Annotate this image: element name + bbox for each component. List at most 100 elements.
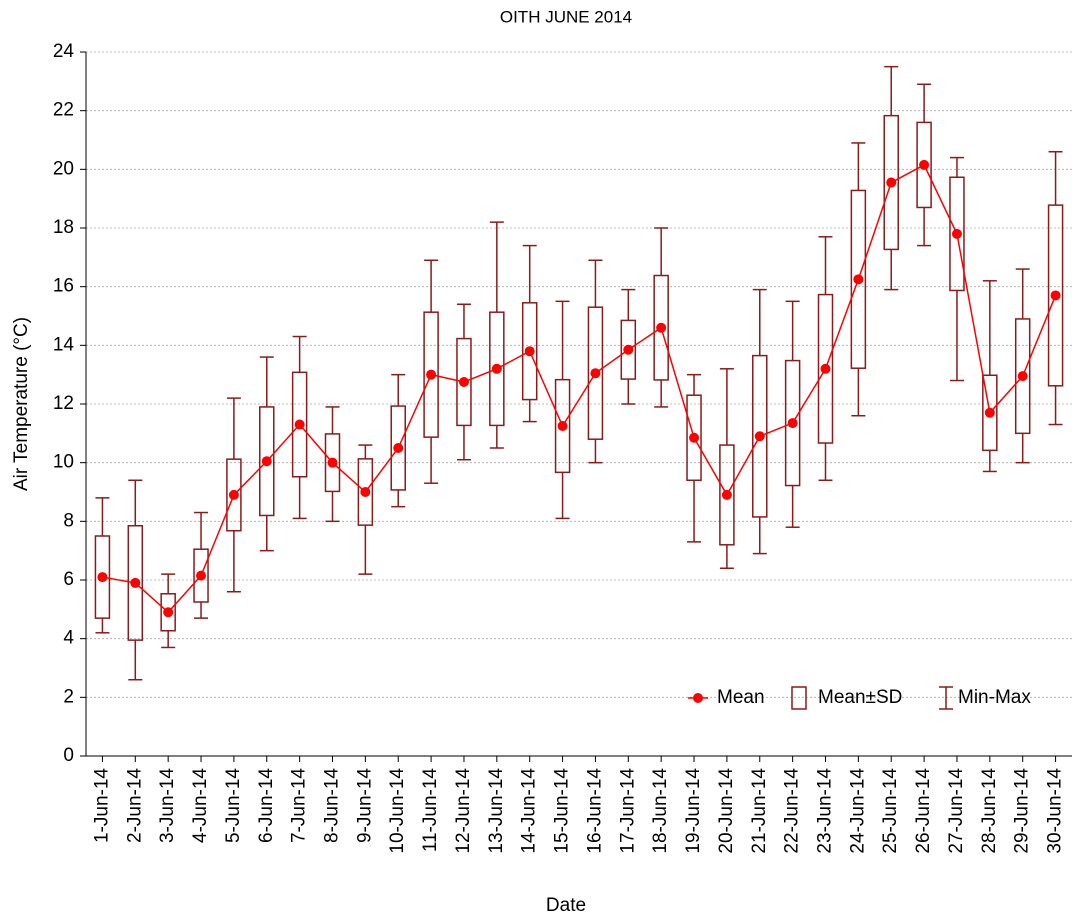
sd-box xyxy=(357,458,374,526)
x-axis-label: Date xyxy=(546,895,586,916)
sd-box xyxy=(752,354,768,518)
sd-box xyxy=(916,121,932,209)
x-tick-label: 3-Jun-14 xyxy=(157,768,178,843)
mean-dot xyxy=(886,177,897,188)
x-tick-label: 18-Jun-14 xyxy=(650,768,671,854)
sd-box xyxy=(883,114,899,251)
x-tick-label: 12-Jun-14 xyxy=(453,768,474,854)
mean-dot xyxy=(327,457,338,468)
sd-box xyxy=(554,378,571,474)
x-tick-label: 27-Jun-14 xyxy=(946,768,967,854)
mean-dot xyxy=(360,487,371,497)
mean-dot xyxy=(491,363,502,374)
sd-box xyxy=(390,405,406,491)
x-tick-label: 28-Jun-14 xyxy=(979,768,1000,854)
mean-dot xyxy=(557,421,568,431)
x-tick-label: 7-Jun-14 xyxy=(289,768,310,843)
x-tick-label: 17-Jun-14 xyxy=(617,768,638,854)
y-tick-label: 8 xyxy=(63,510,74,531)
sd-box xyxy=(850,189,867,369)
x-tick-label: 24-Jun-14 xyxy=(847,768,868,854)
legend-label: Mean±SD xyxy=(818,687,902,708)
sd-box xyxy=(423,311,439,438)
x-tick-label: 9-Jun-14 xyxy=(354,768,375,843)
x-tick-label: 23-Jun-14 xyxy=(815,768,836,854)
y-tick-label: 18 xyxy=(53,217,74,238)
x-tick-label: 10-Jun-14 xyxy=(387,768,408,854)
x-tick-label: 13-Jun-14 xyxy=(486,768,507,854)
sd-box xyxy=(226,458,242,532)
sd-box xyxy=(127,524,144,641)
mean-dot xyxy=(97,572,108,583)
y-tick-label: 0 xyxy=(63,745,74,766)
sd-box xyxy=(1014,318,1031,435)
mean-dot xyxy=(656,322,667,333)
sd-box xyxy=(1047,204,1064,387)
x-tick-label: 19-Jun-14 xyxy=(683,768,704,854)
x-tick-label: 26-Jun-14 xyxy=(913,768,934,854)
sd-box xyxy=(686,394,702,482)
sd-box xyxy=(160,593,176,632)
mean-line xyxy=(102,163,1057,614)
y-tick-label: 10 xyxy=(53,452,74,473)
mean-dot xyxy=(426,369,437,380)
mean-dot xyxy=(820,363,831,374)
x-tick-label: 2-Jun-14 xyxy=(124,768,145,843)
x-tick-label: 30-Jun-14 xyxy=(1045,768,1066,854)
sd-box xyxy=(653,274,669,381)
x-tick-label: 4-Jun-14 xyxy=(190,768,211,843)
x-tick-label: 20-Jun-14 xyxy=(716,768,737,854)
x-tick-label: 15-Jun-14 xyxy=(552,768,573,854)
y-tick-label: 20 xyxy=(53,158,74,179)
sd-box xyxy=(94,535,111,619)
x-tick-label: 1-Jun-14 xyxy=(91,768,112,843)
mean-dot xyxy=(1017,371,1028,382)
mean-dot xyxy=(919,159,930,170)
x-tick-label: 5-Jun-14 xyxy=(223,768,244,843)
sd-box xyxy=(291,371,308,478)
sd-box xyxy=(620,319,637,380)
legend-label: Mean xyxy=(717,687,765,708)
sd-box xyxy=(719,444,735,546)
mean-dot xyxy=(754,431,765,442)
x-tick-label: 6-Jun-14 xyxy=(256,768,277,843)
sd-box xyxy=(259,406,275,517)
sd-box xyxy=(456,337,472,427)
y-tick-label: 2 xyxy=(63,686,74,707)
y-tick-label: 14 xyxy=(53,334,75,355)
x-tick-label: 25-Jun-14 xyxy=(880,768,901,854)
x-tick-label: 29-Jun-14 xyxy=(1012,768,1033,854)
y-tick-label: 6 xyxy=(63,569,74,590)
sd-box xyxy=(521,302,538,401)
mean-dot xyxy=(294,419,305,430)
y-tick-label: 12 xyxy=(53,393,74,414)
mean-dot xyxy=(261,456,272,467)
mean-dot xyxy=(163,607,174,618)
y-tick-label: 4 xyxy=(63,628,74,649)
chart-title: OITH JUNE 2014 xyxy=(500,7,632,26)
mean-dot xyxy=(984,407,995,418)
sd-box xyxy=(982,374,998,452)
mean-dot xyxy=(130,577,141,588)
sd-box xyxy=(324,433,341,493)
legend-mean-dot xyxy=(693,693,703,703)
legend-box xyxy=(791,686,807,710)
mean-dot xyxy=(228,489,239,500)
x-tick-label: 11-Jun-14 xyxy=(420,768,441,853)
y-tick-label: 22 xyxy=(53,100,74,121)
sd-box xyxy=(193,548,209,603)
mean-dot xyxy=(853,274,864,285)
sd-box xyxy=(784,359,801,487)
sd-box xyxy=(949,176,965,292)
mean-dot xyxy=(787,418,798,429)
mean-dot xyxy=(623,344,634,355)
mean-dot xyxy=(689,432,700,443)
mean-dot xyxy=(196,570,207,581)
mean-dot xyxy=(393,443,404,453)
y-axis-label: Air Temperature (°C) xyxy=(11,317,32,491)
x-tick-label: 22-Jun-14 xyxy=(782,768,803,854)
x-tick-label: 16-Jun-14 xyxy=(584,768,605,854)
mean-dot xyxy=(524,346,535,357)
